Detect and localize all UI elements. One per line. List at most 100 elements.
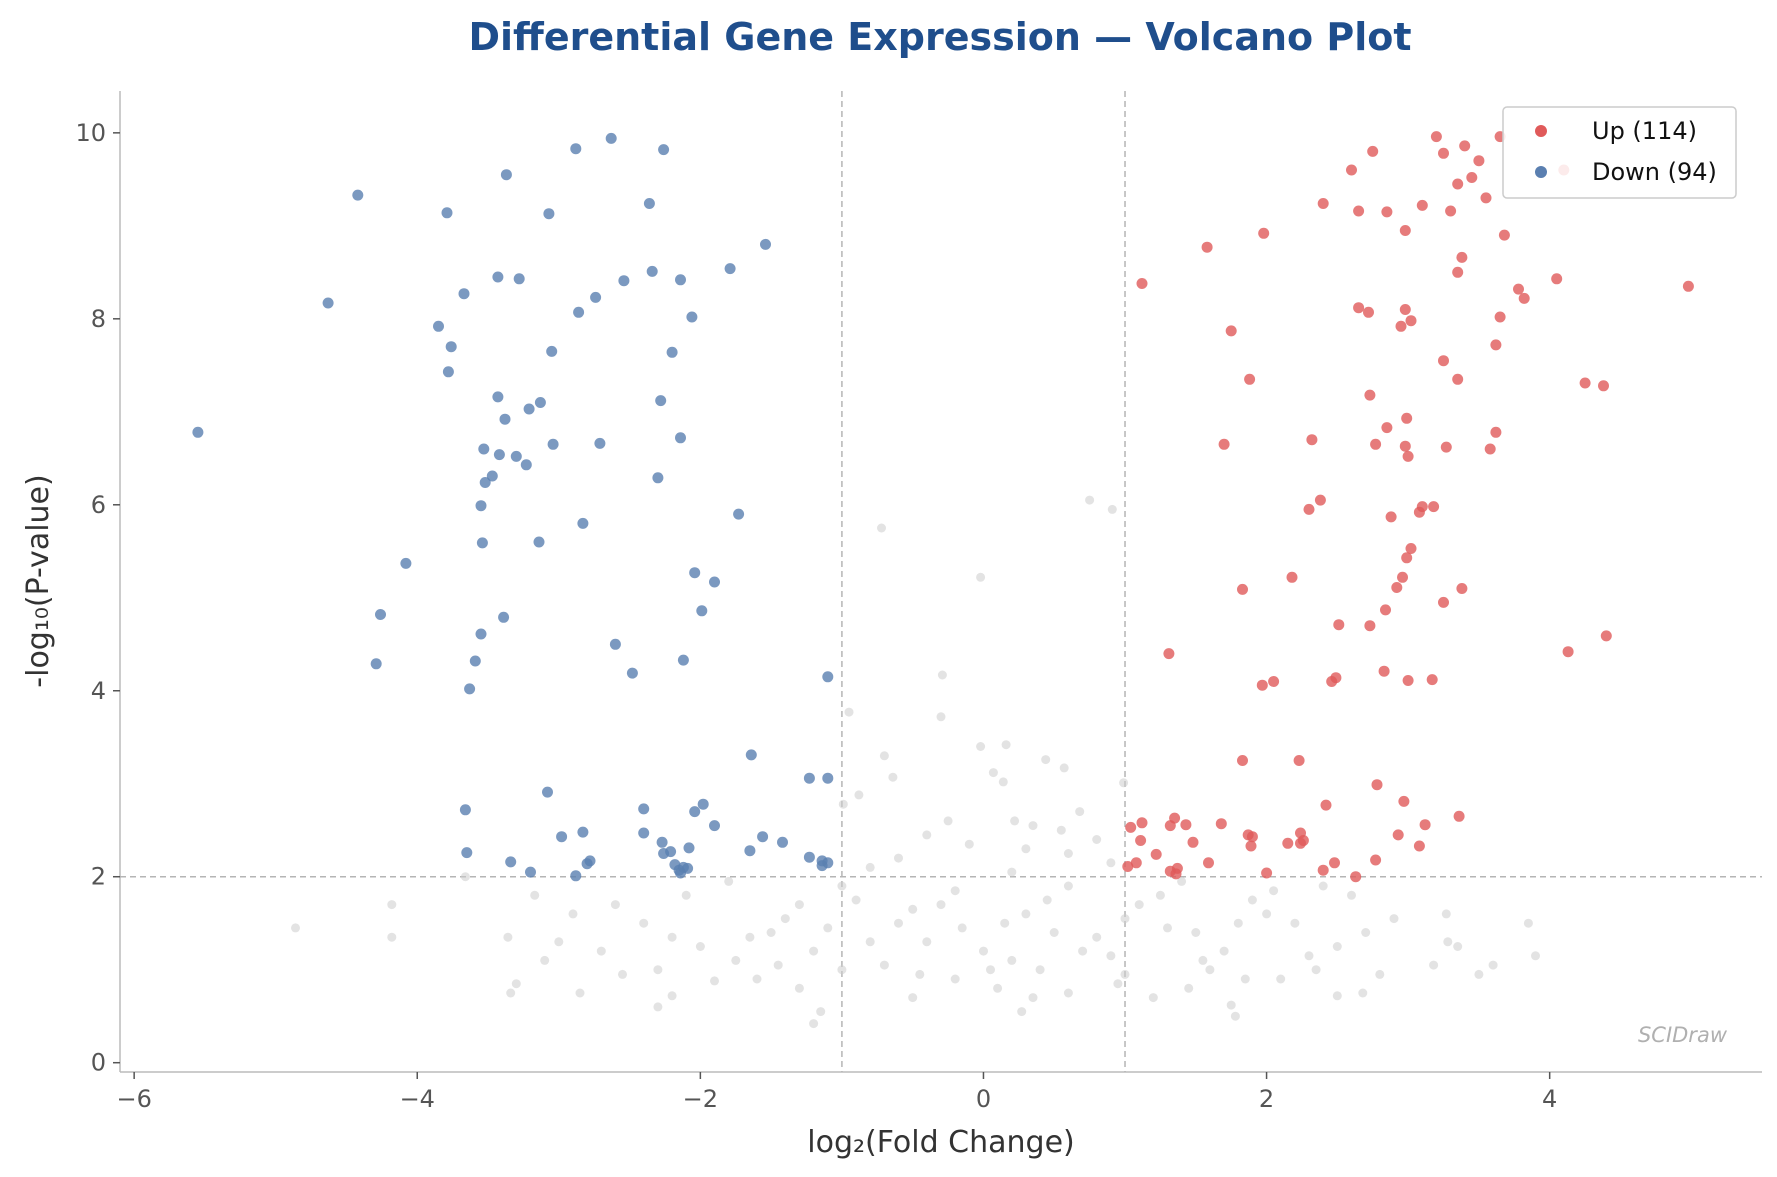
ns-point: [291, 923, 300, 933]
down-point: [445, 341, 457, 353]
down-point: [816, 860, 828, 872]
up-point: [1203, 857, 1214, 869]
ns-point: [1035, 965, 1045, 975]
ns-point: [950, 886, 960, 896]
ns-point: [610, 900, 620, 910]
up-point: [1490, 426, 1502, 438]
ns-point: [1361, 928, 1371, 937]
ns-point: [1233, 918, 1243, 928]
ns-point: [1113, 979, 1123, 989]
ns-point: [1523, 918, 1533, 928]
ns-point: [653, 1002, 663, 1012]
up-point: [1364, 389, 1376, 401]
up-point: [1430, 131, 1442, 143]
down-point: [458, 288, 470, 300]
down-point: [724, 263, 736, 275]
down-point: [475, 500, 487, 512]
down-point: [822, 671, 834, 683]
ns-point: [1134, 900, 1144, 910]
ns-point: [1106, 951, 1116, 961]
ns-point: [1332, 991, 1342, 1001]
down-point: [513, 273, 525, 285]
down-point: [547, 438, 559, 450]
ns-point: [387, 932, 397, 942]
y-tick-label: 2: [91, 863, 106, 891]
down-point: [556, 831, 568, 843]
up-point: [1170, 868, 1182, 880]
down-point: [493, 449, 505, 461]
down-point: [590, 291, 602, 303]
ns-point: [1226, 1000, 1236, 1010]
up-point: [1402, 675, 1414, 686]
down-point: [478, 443, 490, 455]
ns-point: [596, 946, 606, 956]
ns-point: [1092, 932, 1102, 942]
x-tick-label: 0: [976, 1085, 991, 1113]
up-point: [1494, 311, 1506, 323]
down-point: [492, 391, 504, 403]
up-point: [1295, 837, 1306, 849]
up-point: [1473, 155, 1485, 167]
up-point: [1381, 206, 1393, 218]
x-tick-label: −2: [683, 1085, 718, 1113]
ns-point: [511, 979, 521, 989]
ns-point: [1198, 955, 1208, 965]
ns-point: [1007, 955, 1017, 965]
up-point: [1370, 854, 1382, 866]
up-point: [1364, 620, 1376, 632]
up-point: [1125, 821, 1137, 833]
down-point: [658, 144, 670, 156]
legend: Up (114) Down (94): [1502, 106, 1737, 199]
ns-point: [844, 707, 854, 717]
up-point: [1317, 864, 1329, 876]
ns-point: [879, 751, 889, 761]
x-tick-label: 4: [1542, 1085, 1557, 1113]
ns-point: [1092, 835, 1102, 844]
up-point: [1218, 438, 1230, 450]
ns-point: [943, 816, 953, 826]
down-point: [666, 346, 678, 358]
ns-point: [1304, 951, 1314, 961]
ns-point: [1059, 763, 1069, 773]
ns-point: [936, 712, 946, 722]
chart-title: Differential Gene Expression — Volcano P…: [468, 15, 1411, 59]
ns-point: [877, 523, 886, 533]
up-point: [1398, 795, 1410, 807]
x-ticks: −6 −4 −2 0 2 4: [116, 1072, 1557, 1113]
up-point: [1164, 820, 1176, 832]
up-point: [1363, 306, 1374, 318]
down-point: [689, 806, 701, 818]
ns-point: [908, 993, 918, 1003]
ns-point: [1488, 960, 1498, 970]
ns-point: [894, 853, 903, 863]
ns-point: [1443, 937, 1453, 947]
ns-point: [653, 965, 663, 975]
up-point: [1314, 494, 1326, 506]
up-point: [1391, 582, 1403, 593]
ns-point: [618, 969, 627, 979]
ns-point: [1311, 965, 1321, 975]
ns-point: [1120, 914, 1130, 924]
ns-point: [865, 937, 875, 947]
down-point: [646, 265, 658, 277]
up-point: [1268, 676, 1280, 687]
ns-point: [837, 965, 847, 975]
y-ticks: 0 2 4 6 8 10: [75, 119, 120, 1077]
up-point: [1399, 225, 1411, 236]
ns-point: [460, 872, 470, 882]
down-point: [577, 826, 589, 838]
ns-point: [1028, 993, 1038, 1003]
up-point: [1419, 819, 1431, 831]
ns-point: [1042, 895, 1052, 905]
up-point: [1317, 198, 1329, 209]
ns-point: [667, 932, 677, 942]
ns-point: [865, 862, 875, 872]
down-point: [658, 848, 670, 859]
legend-up-label: Up (114): [1592, 117, 1697, 145]
down-point: [475, 628, 487, 640]
watermark: SCIDraw: [1638, 1023, 1728, 1047]
y-tick-label: 4: [91, 677, 106, 705]
ns-point: [1318, 881, 1328, 891]
ns-point: [1120, 969, 1130, 979]
ns-point: [1347, 890, 1356, 900]
